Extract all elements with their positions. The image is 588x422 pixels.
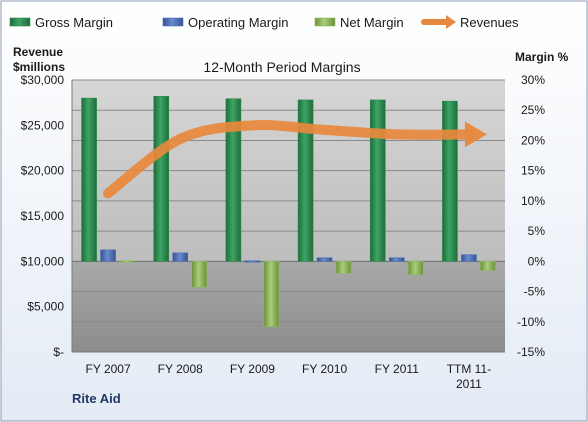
plot-background-lower xyxy=(72,261,505,352)
bar-gross-margin xyxy=(225,98,242,262)
revenue-arrowhead xyxy=(464,121,487,148)
right-tick-label: 0% xyxy=(528,254,546,268)
bar-net-margin xyxy=(335,261,352,274)
plot-area xyxy=(71,79,505,353)
right-tick-label: 15% xyxy=(521,164,545,178)
bar-operating-margin xyxy=(244,260,261,263)
left-axis-ticks: $30,000 $25,000 $20,000 $15,000 $10,000 $5,00… xyxy=(21,73,65,359)
left-axis-label-line2: $millions xyxy=(13,60,65,74)
right-tick-label: -15% xyxy=(517,345,545,359)
bar-gross-margin xyxy=(442,100,458,262)
x-axis-ticks: FY 2007 FY 2008 FY 2009 FY 2010 FY 2011 TTM 1… xyxy=(86,362,492,391)
legend-label: Gross Margin xyxy=(35,15,113,30)
x-tick-label: TTM 11-2011 xyxy=(447,362,491,391)
right-tick-label: 25% xyxy=(521,103,545,117)
revenue-line xyxy=(103,120,474,199)
right-tick-label: -10% xyxy=(517,315,545,329)
bar-operating-margin xyxy=(100,249,116,262)
bar-gross-margin xyxy=(81,97,97,262)
bar-gross-margin xyxy=(369,99,386,262)
left-tick-label: $25,000 xyxy=(21,118,65,132)
x-tick-label: FY 2009 xyxy=(230,362,275,376)
bar-operating-margin xyxy=(461,254,477,262)
right-tick-label: -5% xyxy=(524,285,546,299)
bar-gross-margin xyxy=(297,99,314,262)
right-axis-ticks: 30% 25% 20% 15% 10% 5% 0% -5% -10% -15% xyxy=(517,73,545,359)
bar-gross-margin xyxy=(153,96,170,262)
x-tick-label: FY 2008 xyxy=(158,362,203,376)
x-tick-label: FY 2010 xyxy=(302,362,347,376)
revenue-line-layer xyxy=(103,120,487,199)
right-tick-label: 20% xyxy=(521,133,545,147)
legend-swatch-0 xyxy=(9,17,31,27)
left-tick-label: $15,000 xyxy=(21,209,65,223)
legend-label: Revenues xyxy=(460,15,519,30)
bar-operating-margin xyxy=(172,252,189,262)
left-tick-label: $30,000 xyxy=(21,73,65,87)
bars xyxy=(81,96,496,327)
right-tick-label: 30% xyxy=(521,73,545,87)
x-tick-label: FY 2011 xyxy=(375,362,420,376)
legend-swatch-arrow xyxy=(446,15,456,29)
legend-label: Net Margin xyxy=(340,15,404,30)
bar-net-margin xyxy=(191,261,208,288)
bar-net-margin xyxy=(119,260,135,263)
left-tick-label: $5,000 xyxy=(27,300,64,314)
company-name: Rite Aid xyxy=(72,391,121,406)
right-tick-label: 10% xyxy=(521,194,545,208)
left-axis-label-line1: Revenue xyxy=(13,45,63,59)
bar-net-margin xyxy=(407,261,424,275)
right-tick-label: 5% xyxy=(528,224,546,238)
right-axis-label: Margin % xyxy=(515,50,569,64)
bar-operating-margin xyxy=(316,257,333,262)
bar-net-margin xyxy=(263,261,280,327)
x-tick-label: FY 2007 xyxy=(86,362,131,376)
bar-operating-margin xyxy=(388,257,405,262)
bar-net-margin xyxy=(480,261,496,271)
left-tick-label: $20,000 xyxy=(21,164,65,178)
left-tick-label: $10,000 xyxy=(21,254,65,268)
left-tick-label: $- xyxy=(53,345,64,359)
legend-swatch-1 xyxy=(162,17,184,27)
chart-title: 12-Month Period Margins xyxy=(203,59,360,75)
legend-label: Operating Margin xyxy=(188,15,288,30)
legend: Gross Margin Operating Margin Net Margin Re… xyxy=(9,15,519,30)
legend-swatch-2 xyxy=(314,17,336,27)
